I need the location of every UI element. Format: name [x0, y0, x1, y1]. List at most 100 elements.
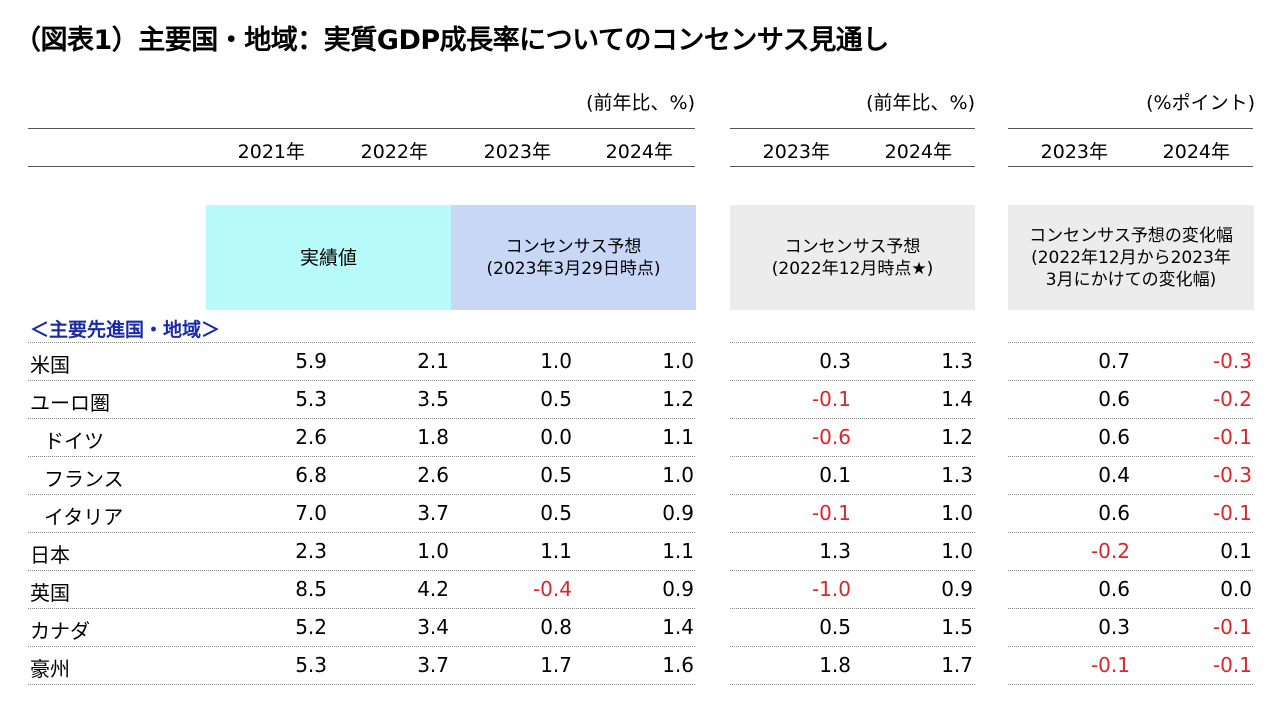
value-cell: -0.2: [1212, 387, 1252, 411]
value-cell: 5.9: [295, 349, 327, 373]
country-name: イタリア: [44, 505, 124, 529]
prev-consensus-label: コンセンサス予想: [784, 236, 921, 257]
value-cell: -0.1: [1212, 501, 1252, 525]
value-cell: 0.5: [819, 615, 851, 639]
value-cell: 1.0: [540, 349, 572, 373]
row-divider: [28, 456, 695, 457]
value-cell: 1.3: [941, 349, 973, 373]
value-cell: 5.2: [295, 615, 327, 639]
row-divider: [28, 570, 695, 571]
value-cell: -1.0: [811, 577, 851, 601]
value-cell: 0.8: [540, 615, 572, 639]
value-cell: 0.6: [1098, 425, 1130, 449]
row-divider: [1008, 418, 1253, 419]
year-header: 2021年: [237, 141, 305, 163]
value-cell: 5.3: [295, 653, 327, 677]
value-cell: 1.2: [941, 425, 973, 449]
value-cell: 0.5: [540, 463, 572, 487]
year-header: 2023年: [762, 141, 830, 163]
value-cell: -0.4: [532, 577, 572, 601]
year-header: 2023年: [1040, 141, 1108, 163]
actual-values-label: 実績値: [299, 246, 357, 269]
value-cell: 0.9: [662, 501, 694, 525]
change-period-1: (2022年12月から2023年: [1031, 247, 1231, 268]
row-divider: [730, 646, 975, 647]
row-divider: [1008, 380, 1253, 381]
country-name: ドイツ: [44, 429, 104, 453]
value-cell: 0.9: [662, 577, 694, 601]
country-name: 日本: [30, 543, 70, 567]
value-cell: 1.0: [941, 501, 973, 525]
value-cell: 5.3: [295, 387, 327, 411]
header-top-line-2: [730, 128, 975, 129]
value-cell: 1.2: [662, 387, 694, 411]
row-divider: [28, 684, 695, 685]
value-cell: 0.9: [941, 577, 973, 601]
row-divider: [730, 380, 975, 381]
value-cell: -0.1: [1212, 615, 1252, 639]
value-cell: 0.5: [540, 501, 572, 525]
value-cell: -0.1: [1212, 425, 1252, 449]
consensus-label: コンセンサス予想: [505, 236, 642, 257]
value-cell: 1.1: [662, 425, 694, 449]
value-cell: 0.6: [1098, 577, 1130, 601]
row-divider: [1008, 684, 1253, 685]
value-cell: 0.0: [1220, 577, 1252, 601]
value-cell: 0.7: [1098, 349, 1130, 373]
year-header: 2024年: [1162, 141, 1230, 163]
row-divider: [1008, 342, 1253, 343]
row-divider: [28, 418, 695, 419]
value-cell: -0.1: [1090, 653, 1130, 677]
row-divider: [28, 380, 695, 381]
value-cell: 1.4: [941, 387, 973, 411]
value-cell: 0.3: [1098, 615, 1130, 639]
value-cell: -0.1: [1212, 653, 1252, 677]
value-cell: 6.8: [295, 463, 327, 487]
value-cell: 1.7: [540, 653, 572, 677]
year-header: 2022年: [360, 141, 428, 163]
row-divider: [730, 532, 975, 533]
change-period-2: 3月にかけての変化幅): [1045, 269, 1217, 290]
value-cell: 1.1: [540, 539, 572, 563]
value-cell: 8.5: [295, 577, 327, 601]
year-header: 2023年: [483, 141, 551, 163]
value-cell: 3.5: [417, 387, 449, 411]
value-cell: -0.2: [1090, 539, 1130, 563]
consensus-box: コンセンサス予想 (2023年3月29日時点): [451, 205, 696, 310]
value-cell: 3.7: [417, 501, 449, 525]
row-divider: [730, 342, 975, 343]
value-cell: 0.6: [1098, 501, 1130, 525]
value-cell: 1.0: [417, 539, 449, 563]
consensus-date: (2023年3月29日時点): [486, 258, 661, 279]
country-name: 米国: [30, 353, 70, 377]
row-divider: [1008, 646, 1253, 647]
country-name: フランス: [44, 467, 124, 491]
value-cell: 1.7: [941, 653, 973, 677]
value-cell: 1.8: [417, 425, 449, 449]
actual-values-box: 実績値: [206, 205, 451, 310]
value-cell: 4.2: [417, 577, 449, 601]
row-divider: [1008, 456, 1253, 457]
value-cell: 2.3: [295, 539, 327, 563]
value-cell: 1.6: [662, 653, 694, 677]
value-cell: 2.1: [417, 349, 449, 373]
unit-label-prev: (前年比、%): [866, 92, 975, 114]
value-cell: 1.8: [819, 653, 851, 677]
value-cell: 2.6: [417, 463, 449, 487]
prev-consensus-date: (2022年12月時点★): [771, 258, 934, 279]
row-divider: [28, 342, 695, 343]
value-cell: 7.0: [295, 501, 327, 525]
header-top-line-1: [28, 128, 695, 129]
value-cell: 2.6: [295, 425, 327, 449]
country-name: ユーロ圏: [30, 391, 110, 415]
page-title: （図表1）主要国・地域：実質GDP成長率についてのコンセンサス見通し: [14, 25, 889, 56]
value-cell: 0.4: [1098, 463, 1130, 487]
value-cell: 0.5: [540, 387, 572, 411]
value-cell: 3.4: [417, 615, 449, 639]
value-cell: 1.3: [819, 539, 851, 563]
row-divider: [1008, 532, 1253, 533]
row-divider: [28, 494, 695, 495]
row-divider: [1008, 494, 1253, 495]
value-cell: 1.0: [941, 539, 973, 563]
value-cell: 3.7: [417, 653, 449, 677]
